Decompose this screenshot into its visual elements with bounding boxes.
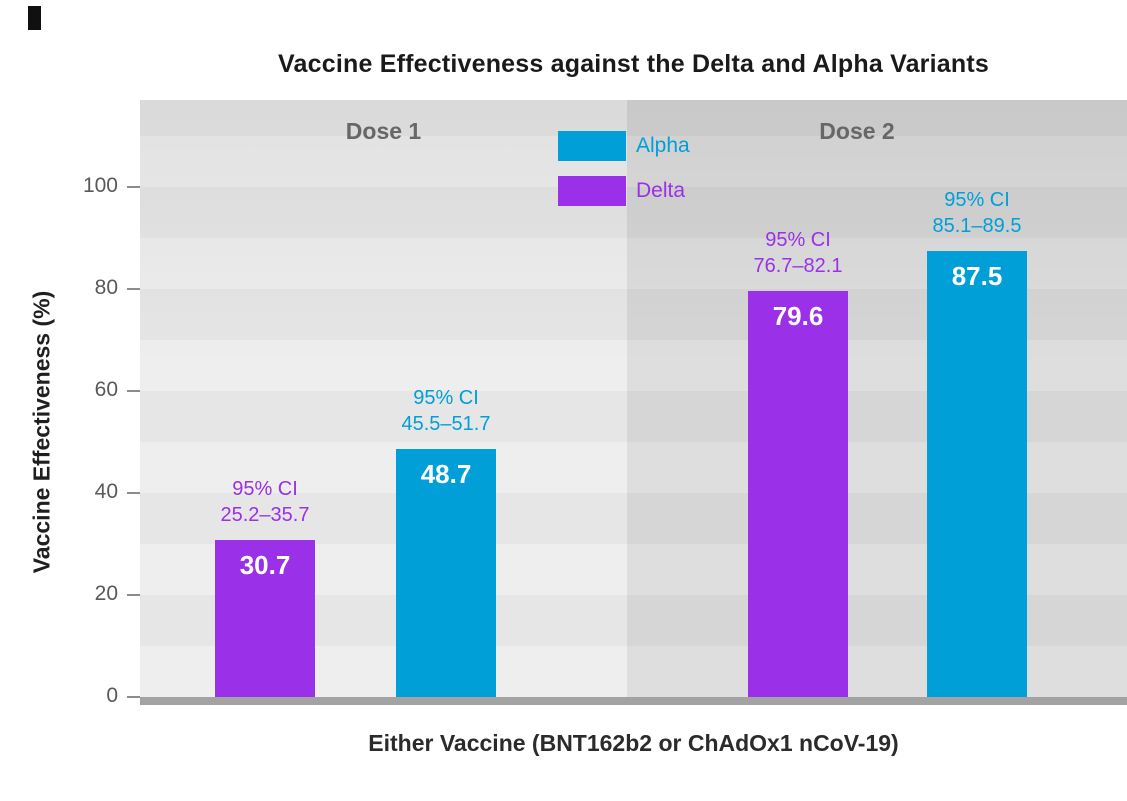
dose2-group-label: Dose 2 xyxy=(819,118,895,144)
dose1-group-label: Dose 1 xyxy=(345,118,422,144)
ci-title-dose1-delta: 95% CI xyxy=(232,478,298,501)
bar-value-label-dose1-delta: 30.7 xyxy=(239,550,291,581)
legend-swatch-alpha xyxy=(558,131,626,161)
ci-title-dose2-delta: 95% CI xyxy=(765,229,831,252)
x-axis-label: Either Vaccine (BNT162b2 or ChAdOx1 nCoV… xyxy=(368,730,899,756)
x-axis-baseline xyxy=(140,697,1127,705)
ci-range-dose1-alpha: 45.5–51.7 xyxy=(401,412,491,435)
y-axis-label: Vaccine Effectiveness (%) xyxy=(28,290,55,574)
y-tick-label-40: 40 xyxy=(94,480,118,503)
bar-dose1-delta: 30.7 xyxy=(215,540,315,697)
bar-dose2-delta: 79.6 xyxy=(748,291,848,697)
dose2-panel-background xyxy=(627,100,1127,697)
chart-title: Vaccine Effectiveness against the Delta … xyxy=(278,50,989,78)
ci-title-dose2-alpha: 95% CI xyxy=(944,188,1010,211)
legend-item-delta: Delta xyxy=(558,176,690,206)
legend-label-alpha: Alpha xyxy=(636,134,690,157)
bar-dose2-alpha: 87.5 xyxy=(927,250,1027,697)
legend: Alpha Delta xyxy=(558,131,690,206)
ci-range-dose1-delta: 25.2–35.7 xyxy=(220,504,310,527)
y-tick-label-100: 100 xyxy=(82,174,118,197)
legend-item-alpha: Alpha xyxy=(558,131,690,161)
y-tick-mark-20 xyxy=(127,594,140,596)
y-tick-mark-40 xyxy=(127,492,140,494)
ci-range-dose2-alpha: 85.1–89.5 xyxy=(932,214,1022,237)
y-tick-mark-60 xyxy=(127,390,140,392)
bar-dose1-alpha: 48.7 xyxy=(396,448,496,697)
y-tick-label-80: 80 xyxy=(94,276,118,299)
ci-label-dose1-delta: 95% CI 25.2–35.7 xyxy=(165,476,365,528)
bar-value-label-dose2-alpha: 87.5 xyxy=(951,260,1003,291)
corner-artifact-mark xyxy=(28,6,41,30)
ci-label-dose2-delta: 95% CI 76.7–82.1 xyxy=(698,227,898,279)
y-tick-mark-100 xyxy=(127,186,140,188)
bar-value-label-dose2-delta: 79.6 xyxy=(772,301,824,332)
ci-range-dose2-delta: 76.7–82.1 xyxy=(753,255,843,278)
legend-swatch-delta xyxy=(558,176,626,206)
bar-value-label-dose1-alpha: 48.7 xyxy=(420,458,472,489)
ci-title-dose1-alpha: 95% CI xyxy=(413,386,479,409)
y-tick-label-60: 60 xyxy=(94,378,118,401)
y-tick-label-0: 0 xyxy=(106,684,118,707)
ci-label-dose2-alpha: 95% CI 85.1–89.5 xyxy=(877,187,1077,239)
legend-label-delta: Delta xyxy=(636,179,686,202)
y-tick-mark-80 xyxy=(127,288,140,290)
y-tick-mark-0 xyxy=(127,696,140,698)
ci-label-dose1-alpha: 95% CI 45.5–51.7 xyxy=(346,385,546,437)
y-tick-label-20: 20 xyxy=(94,582,118,605)
